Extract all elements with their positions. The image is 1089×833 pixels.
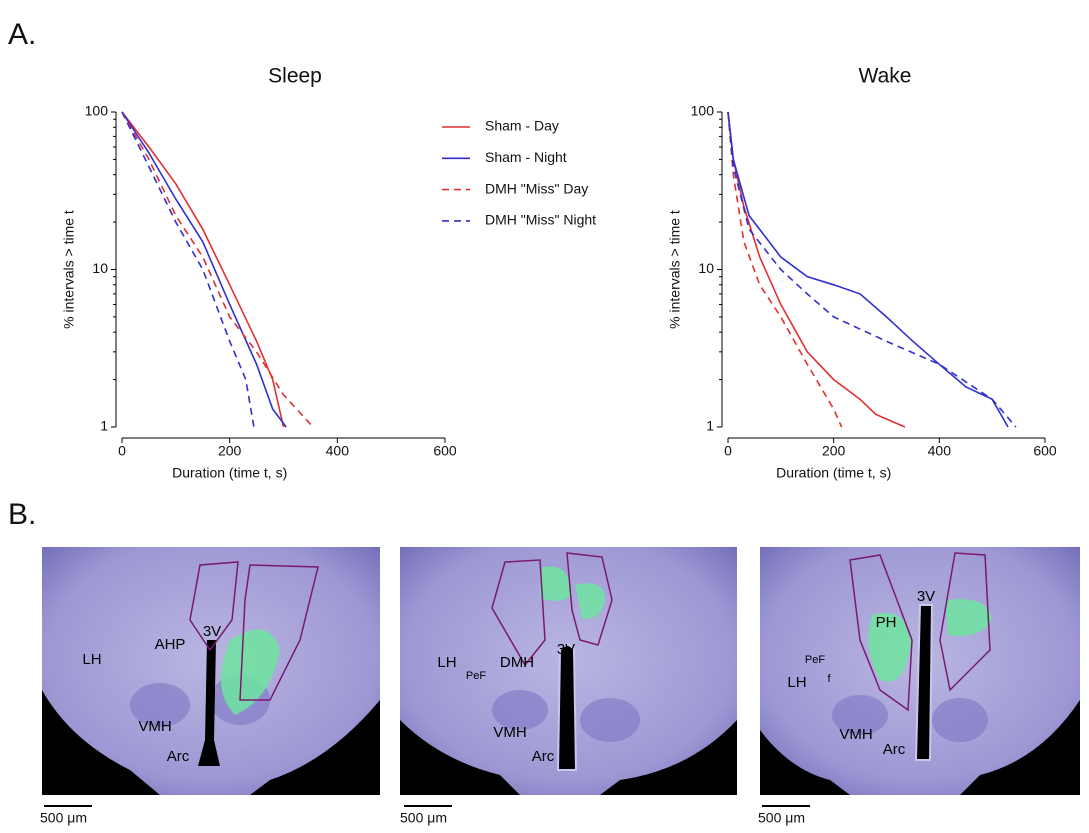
series-line (727, 111, 906, 428)
x-axis-title: Duration (time t, s) (172, 465, 287, 481)
region-label: VMH (138, 718, 171, 735)
legend-label: DMH "Miss" Day (485, 180, 588, 196)
series-line (121, 111, 314, 428)
scale-bar-label: 500 μm (758, 810, 805, 826)
series-line (121, 111, 255, 428)
region-label: 3V (203, 623, 221, 640)
x-axis-title: Duration (time t, s) (776, 465, 891, 481)
region-label: PH (876, 614, 897, 631)
region-label: LH (787, 674, 806, 691)
region-label: LH (437, 654, 456, 671)
y-tick-label: 100 (691, 103, 715, 119)
x-tick-label: 200 (822, 443, 846, 459)
scale-bar-label: 500 μm (40, 810, 87, 826)
y-tick-label: 1 (100, 418, 108, 434)
region-label: 3V (557, 641, 575, 658)
series-line (121, 111, 285, 428)
x-tick-label: 400 (326, 443, 350, 459)
chart-title: Sleep (268, 65, 322, 88)
y-tick-label: 100 (85, 103, 109, 119)
series-line (727, 111, 843, 428)
x-tick-label: 600 (1033, 443, 1057, 459)
scale-bar-label: 500 μm (400, 810, 447, 826)
histology-image (42, 547, 1080, 795)
x-tick-label: 400 (928, 443, 952, 459)
region-label: DMH (500, 654, 534, 671)
region-label: LH (82, 651, 101, 668)
y-axis-title: % intervals > time t (61, 210, 77, 329)
chart-title: Wake (859, 65, 912, 88)
x-tick-label: 0 (724, 443, 732, 459)
region-label: Arc (883, 741, 906, 758)
y-tick-label: 10 (698, 260, 714, 276)
series-line (727, 111, 1017, 428)
panel-label: A. (8, 18, 36, 51)
region-label: 3V (917, 588, 935, 605)
x-tick-label: 0 (118, 443, 126, 459)
region-label: Arc (167, 748, 190, 765)
panel-label: B. (8, 498, 36, 531)
region-label: Arc (532, 748, 555, 765)
legend-label: Sham - Day (485, 118, 559, 134)
series-line (121, 111, 287, 428)
region-label: PeF (805, 654, 825, 666)
x-tick-label: 600 (433, 443, 457, 459)
region-label: f (827, 673, 831, 685)
region-label: VMH (839, 726, 872, 743)
legend-label: DMH "Miss" Night (485, 212, 596, 228)
region-label: VMH (493, 724, 526, 741)
region-label: PeF (466, 670, 486, 682)
series-line (727, 111, 1009, 428)
region-label: AHP (155, 636, 186, 653)
x-tick-label: 200 (218, 443, 242, 459)
legend-label: Sham - Night (485, 149, 567, 165)
y-tick-label: 10 (92, 260, 108, 276)
y-tick-label: 1 (706, 418, 714, 434)
y-axis-title: % intervals > time t (667, 210, 683, 329)
